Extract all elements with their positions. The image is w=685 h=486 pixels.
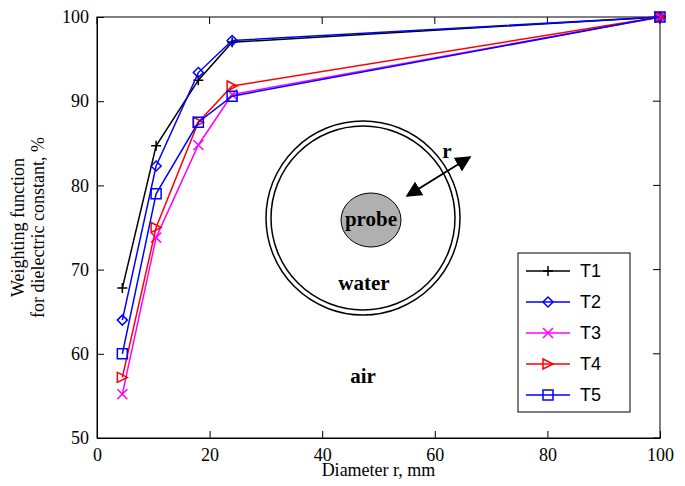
mirror-ticks (97, 17, 660, 438)
series-marker (117, 389, 127, 399)
y-axis-title: Weighting functionfor dielectric constan… (8, 137, 48, 318)
tick-mark (434, 17, 435, 24)
tick-mark (435, 431, 436, 438)
tick-label: 70 (71, 260, 89, 280)
tick-mark (97, 101, 104, 102)
legend-marker (543, 328, 553, 338)
tick-mark (653, 101, 660, 102)
tick-label: 20 (201, 445, 219, 465)
tick: 100 (62, 7, 104, 27)
tick-mark (97, 17, 104, 18)
series-line (122, 17, 660, 288)
legend-label: T5 (580, 385, 601, 405)
tick-mark (210, 431, 211, 438)
tick-mark (209, 17, 210, 24)
legend-marker (543, 359, 553, 369)
series-marker (227, 91, 237, 101)
tick-mark (97, 438, 104, 439)
tick: 80 (71, 176, 104, 196)
series-marker (151, 223, 161, 233)
tick-mark (653, 185, 660, 186)
tick-label: 100 (647, 445, 674, 465)
tick-label: 90 (71, 91, 89, 111)
series-line (122, 17, 660, 394)
x-axis-title: Diameter r, mm (322, 460, 436, 480)
series-marker (117, 315, 127, 325)
series-marker (193, 140, 203, 150)
series-marker (151, 189, 161, 199)
probe-shape (341, 193, 401, 247)
series-line (122, 17, 660, 320)
tick-label: 60 (71, 344, 89, 364)
series-marker (655, 12, 665, 22)
annotation: water (338, 271, 389, 295)
series-marker (227, 36, 237, 46)
inner-ring (271, 126, 455, 310)
annotation: air (350, 364, 376, 388)
series-marker (151, 161, 161, 171)
legend-marker (543, 390, 553, 400)
tick-label: 80 (71, 176, 89, 196)
tick-label: 50 (71, 428, 89, 448)
legend-marker (543, 266, 553, 276)
legend-line (526, 363, 570, 365)
series-marker (227, 81, 237, 91)
tick-mark (653, 353, 660, 354)
tick: 20 (201, 431, 219, 465)
y-axis: 50 60 70 80 90 100 (62, 7, 104, 448)
series-marker (117, 283, 127, 293)
legend-line (526, 301, 570, 303)
tick-label: 80 (539, 445, 557, 465)
plot-area (117, 12, 665, 399)
tick-mark (97, 17, 98, 24)
series-line (122, 17, 660, 354)
tick: 90 (71, 91, 104, 111)
tick-mark (97, 270, 104, 271)
series-line (122, 17, 660, 377)
tick: 100 (647, 431, 674, 465)
legend-label: T3 (580, 323, 601, 343)
tick-mark (322, 17, 323, 24)
axis-line (97, 18, 98, 439)
annotation: r (442, 139, 451, 163)
series-marker (117, 349, 127, 359)
tick: 80 (539, 431, 557, 465)
tick-mark (97, 354, 104, 355)
legend-label: T1 (580, 261, 601, 281)
tick-mark (653, 269, 660, 270)
series-marker (117, 372, 127, 382)
legend-marker (543, 297, 553, 307)
tick-mark (660, 431, 661, 438)
radius-arrow (407, 157, 470, 196)
legend-line (526, 394, 570, 396)
plot-frame (97, 17, 660, 438)
tick-label: 0 (93, 445, 102, 465)
inset-diagram: probe water air r (266, 121, 470, 388)
annotation: probe (345, 207, 397, 231)
series-marker (193, 117, 203, 127)
tick-mark (97, 185, 104, 186)
series-marker (193, 68, 203, 78)
series-marker (151, 141, 161, 151)
tick: 50 (71, 428, 104, 448)
tick: 70 (71, 260, 104, 280)
legend: T1 T2 T3 T4 T5 (518, 253, 630, 412)
chart: 0204060801005060708090100Diameter r, mmW… (0, 0, 685, 486)
tick-mark (653, 438, 660, 439)
tick-mark (322, 431, 323, 438)
legend-label: T4 (580, 354, 601, 374)
axis-line (98, 438, 661, 439)
legend-label: T2 (580, 292, 601, 312)
tick: 60 (71, 344, 104, 364)
outer-ring (266, 121, 460, 315)
tick-label: 100 (62, 7, 89, 27)
tick-mark (547, 431, 548, 438)
legend-box (518, 253, 630, 412)
